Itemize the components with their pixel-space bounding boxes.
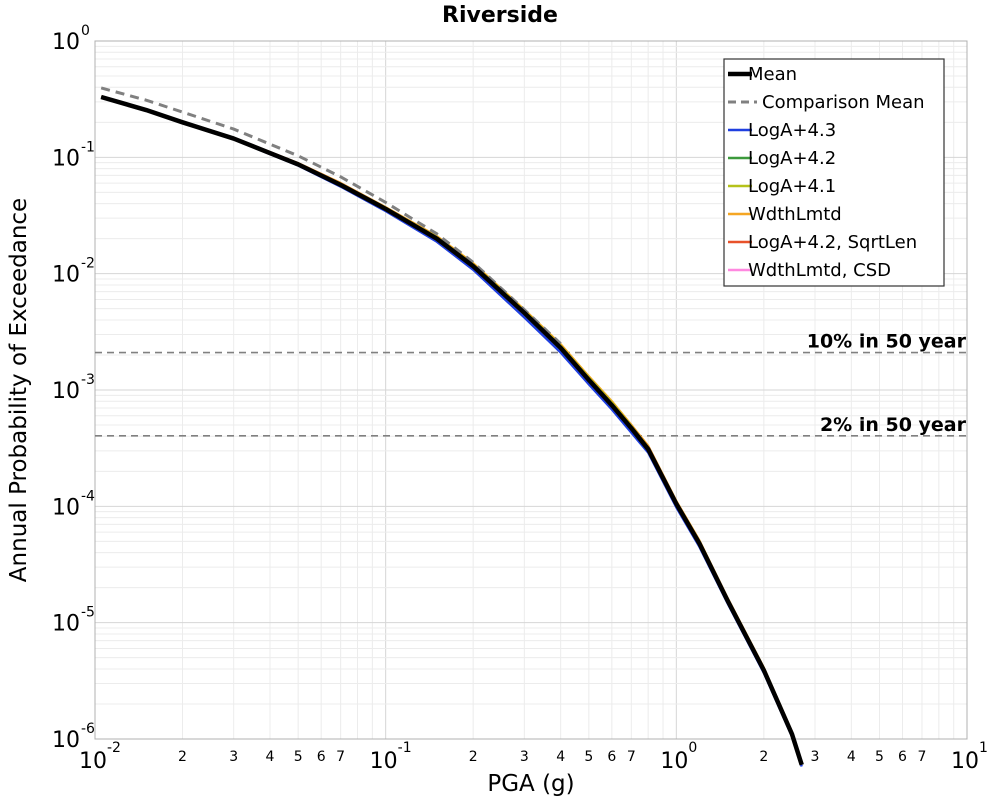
x-minor-tick-label: 4 — [847, 749, 856, 765]
series-line-loga-4-2-sqrtlen — [100, 95, 803, 764]
x-minor-tick-label: 5 — [294, 749, 303, 765]
svg-text:-6: -6 — [81, 721, 95, 737]
svg-text:10: 10 — [52, 379, 80, 404]
x-minor-tick-label: 2 — [178, 749, 187, 765]
svg-text:-1: -1 — [398, 740, 412, 756]
legend-label: WdthLmtd — [748, 204, 842, 225]
svg-text:10: 10 — [52, 728, 80, 753]
x-tick-label: 10-1 — [370, 740, 412, 774]
series-line-loga-4-2 — [100, 95, 803, 766]
series-line-loga-4-1 — [100, 95, 803, 764]
legend-item: Mean — [728, 64, 797, 85]
x-minor-tick-label: 7 — [918, 749, 927, 765]
x-minor-tick-label: 4 — [266, 749, 275, 765]
x-minor-tick-label: 4 — [556, 749, 565, 765]
legend-label: LogA+4.3 — [748, 120, 836, 141]
series-line-comparison-mean — [100, 86, 562, 345]
svg-text:0: 0 — [81, 23, 90, 39]
svg-text:10: 10 — [52, 30, 80, 55]
legend-label: LogA+4.2 — [748, 148, 836, 169]
svg-text:10: 10 — [52, 263, 80, 288]
plot-area — [94, 40, 968, 740]
x-minor-tick-label: 5 — [875, 749, 884, 765]
x-axis-label: PGA (g) — [487, 771, 574, 797]
svg-text:10: 10 — [951, 749, 979, 774]
legend: Mean Comparison Mean LogA+4.3 LogA+4.2 LogA+… — [723, 58, 945, 287]
series-lines — [100, 86, 804, 767]
svg-text:10: 10 — [52, 495, 80, 520]
reference-line-label: 10% in 50 year — [807, 331, 967, 353]
reference-lines: 10% in 50 year 2% in 50 year — [95, 331, 967, 437]
x-minor-tick-label: 3 — [811, 749, 820, 765]
legend-label: Comparison Mean — [762, 92, 925, 113]
y-tick-label: 10 -4 — [52, 488, 95, 520]
legend-item: Comparison Mean — [728, 92, 925, 113]
series-line-wdthlmtd — [100, 95, 803, 763]
svg-text:-1: -1 — [81, 139, 95, 155]
y-tick-label: 10 -2 — [52, 256, 95, 288]
x-minor-tick-label: 3 — [520, 749, 529, 765]
legend-item: WdthLmtd — [728, 204, 842, 225]
legend-box — [723, 58, 945, 287]
svg-text:10: 10 — [79, 749, 107, 774]
svg-text:-4: -4 — [81, 488, 95, 504]
svg-text:10: 10 — [660, 749, 688, 774]
legend-label: Mean — [748, 64, 797, 85]
y-tick-label: 10 -1 — [52, 139, 95, 171]
legend-label: LogA+4.1 — [748, 176, 836, 197]
svg-text:-3: -3 — [81, 372, 95, 388]
x-minor-tick-label: 6 — [607, 749, 616, 765]
x-minor-tick-label: 7 — [336, 749, 345, 765]
x-minor-tick-label: 3 — [229, 749, 238, 765]
x-minor-tick-label: 6 — [898, 749, 907, 765]
x-minor-tick-label: 2 — [759, 749, 768, 765]
svg-text:10: 10 — [52, 146, 80, 171]
y-tick-label: 10 -5 — [52, 605, 95, 637]
svg-text:10: 10 — [370, 749, 398, 774]
x-tick-label: 10-2 — [79, 740, 121, 774]
grid — [94, 41, 967, 740]
y-axis-label: Annual Probability of Exceedance — [6, 198, 32, 582]
x-minor-tick-label: 5 — [584, 749, 593, 765]
y-tick-label: 10 -3 — [52, 372, 95, 404]
svg-text:0: 0 — [688, 740, 697, 756]
y-tick-label: 10 -6 — [52, 721, 95, 753]
series-line-loga-4-3 — [100, 95, 803, 767]
series-line-wdthlmtd-csd — [100, 95, 803, 766]
legend-label: WdthLmtd, CSD — [748, 260, 891, 281]
reference-line-label: 2% in 50 year — [820, 414, 967, 436]
legend-item: WdthLmtd, CSD — [728, 260, 891, 281]
series-line-mean — [100, 94, 804, 766]
svg-text:-2: -2 — [81, 256, 95, 272]
x-tick-label: 101 — [951, 740, 988, 774]
x-tick-label: 100 — [660, 740, 697, 774]
x-minor-tick-label: 7 — [627, 749, 636, 765]
legend-item: LogA+4.1 — [728, 176, 836, 197]
legend-item: LogA+4.2, SqrtLen — [728, 232, 917, 253]
x-minor-tick-label: 6 — [317, 749, 326, 765]
y-tick-label: 10 0 — [52, 23, 90, 55]
x-minor-tick-label: 2 — [469, 749, 478, 765]
legend-item: LogA+4.2 — [728, 148, 836, 169]
svg-text:-5: -5 — [81, 605, 95, 621]
legend-item: LogA+4.3 — [728, 120, 836, 141]
svg-text:-2: -2 — [107, 740, 121, 756]
legend-label: LogA+4.2, SqrtLen — [748, 232, 917, 253]
svg-text:1: 1 — [979, 740, 988, 756]
svg-text:10: 10 — [52, 612, 80, 637]
chart-title: Riverside — [442, 3, 558, 28]
